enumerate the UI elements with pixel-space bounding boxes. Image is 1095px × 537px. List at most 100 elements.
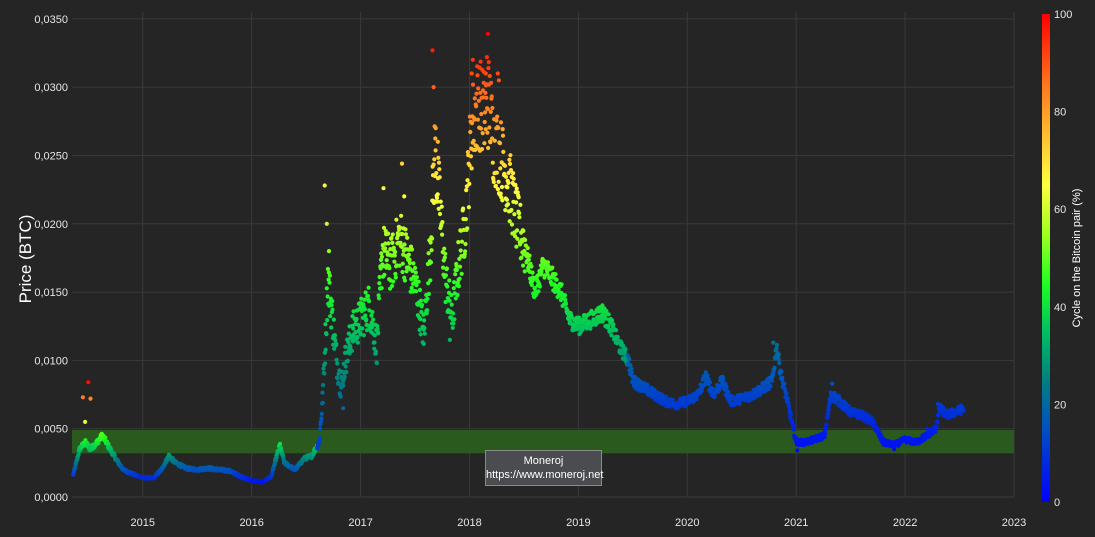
data-point (645, 383, 650, 388)
data-point (791, 427, 797, 432)
data-point (330, 307, 335, 312)
data-point (431, 85, 436, 90)
data-point (795, 448, 800, 453)
data-point (402, 242, 407, 247)
data-point (487, 125, 492, 130)
data-point (467, 163, 472, 168)
data-point (467, 181, 472, 186)
data-point (514, 186, 519, 191)
data-point (779, 369, 784, 374)
data-point (327, 273, 332, 278)
data-point (325, 318, 330, 323)
data-point (434, 171, 439, 176)
data-point (508, 168, 514, 173)
data-point (436, 160, 442, 165)
data-point (419, 302, 425, 307)
data-point (475, 73, 480, 78)
data-point (334, 357, 339, 362)
data-point (430, 48, 435, 53)
data-point (470, 82, 476, 87)
data-point (410, 268, 415, 273)
data-point (322, 183, 327, 188)
data-point (588, 326, 593, 331)
data-point (495, 187, 500, 192)
data-point (390, 240, 395, 245)
data-point (614, 328, 619, 333)
data-point (343, 344, 348, 349)
data-point (360, 326, 365, 331)
data-point (451, 321, 456, 326)
data-point (411, 261, 416, 266)
data-point (490, 160, 495, 165)
data-point (611, 322, 616, 327)
data-point (455, 292, 460, 298)
data-point (362, 297, 367, 302)
data-point (324, 286, 329, 291)
x-tick-label: 2017 (348, 517, 372, 529)
colorbar-title: Cycle on the Bitcoin pair (%) (1071, 189, 1083, 328)
watermark-url: https://www.moneroj.net (486, 469, 604, 481)
data-point (414, 289, 419, 294)
data-point (826, 407, 832, 412)
data-point (506, 180, 511, 185)
data-point (370, 309, 375, 315)
watermark-box: Moneroj https://www.moneroj.net (485, 450, 604, 486)
data-point (372, 333, 377, 338)
data-point (425, 296, 430, 301)
data-point (476, 86, 481, 91)
data-point (400, 231, 405, 237)
data-point (403, 232, 408, 237)
data-point (328, 314, 333, 319)
data-point (428, 240, 433, 245)
data-point (431, 162, 436, 167)
y-tick-label: 0,0250 (34, 150, 68, 162)
data-point (351, 326, 356, 331)
data-point (417, 327, 422, 332)
data-point (355, 335, 360, 340)
data-point (774, 346, 779, 351)
data-point (603, 316, 608, 321)
data-point (469, 71, 474, 76)
data-point (381, 225, 387, 230)
data-point (409, 247, 415, 252)
data-point (96, 441, 101, 446)
data-point (500, 127, 505, 132)
data-point (383, 246, 388, 251)
data-point (376, 331, 381, 336)
data-point (433, 136, 438, 141)
data-point (452, 280, 457, 285)
data-point (333, 338, 338, 343)
data-point (474, 91, 479, 96)
data-point (435, 192, 440, 197)
data-point (332, 333, 337, 338)
data-point (478, 59, 483, 64)
data-point (319, 416, 324, 421)
y-tick-label: 0,0200 (34, 219, 68, 231)
data-point (428, 260, 434, 265)
data-point (496, 179, 501, 184)
data-point (416, 279, 421, 284)
data-point (326, 249, 332, 254)
data-point (379, 254, 385, 259)
data-point (436, 206, 441, 211)
data-point (335, 361, 340, 366)
data-point (457, 264, 463, 269)
data-point (790, 419, 795, 424)
data-point (88, 396, 93, 401)
data-point (508, 153, 513, 158)
data-point (822, 435, 827, 440)
data-point (447, 337, 452, 342)
data-point (577, 315, 582, 320)
data-point (478, 90, 483, 95)
data-point (468, 129, 473, 135)
data-point (341, 383, 346, 388)
data-point (330, 299, 335, 304)
data-point (514, 200, 519, 205)
data-point (526, 257, 531, 262)
data-point (924, 426, 930, 431)
data-point (432, 157, 437, 162)
data-point (447, 298, 452, 303)
data-point (463, 249, 468, 254)
data-point (486, 60, 491, 65)
